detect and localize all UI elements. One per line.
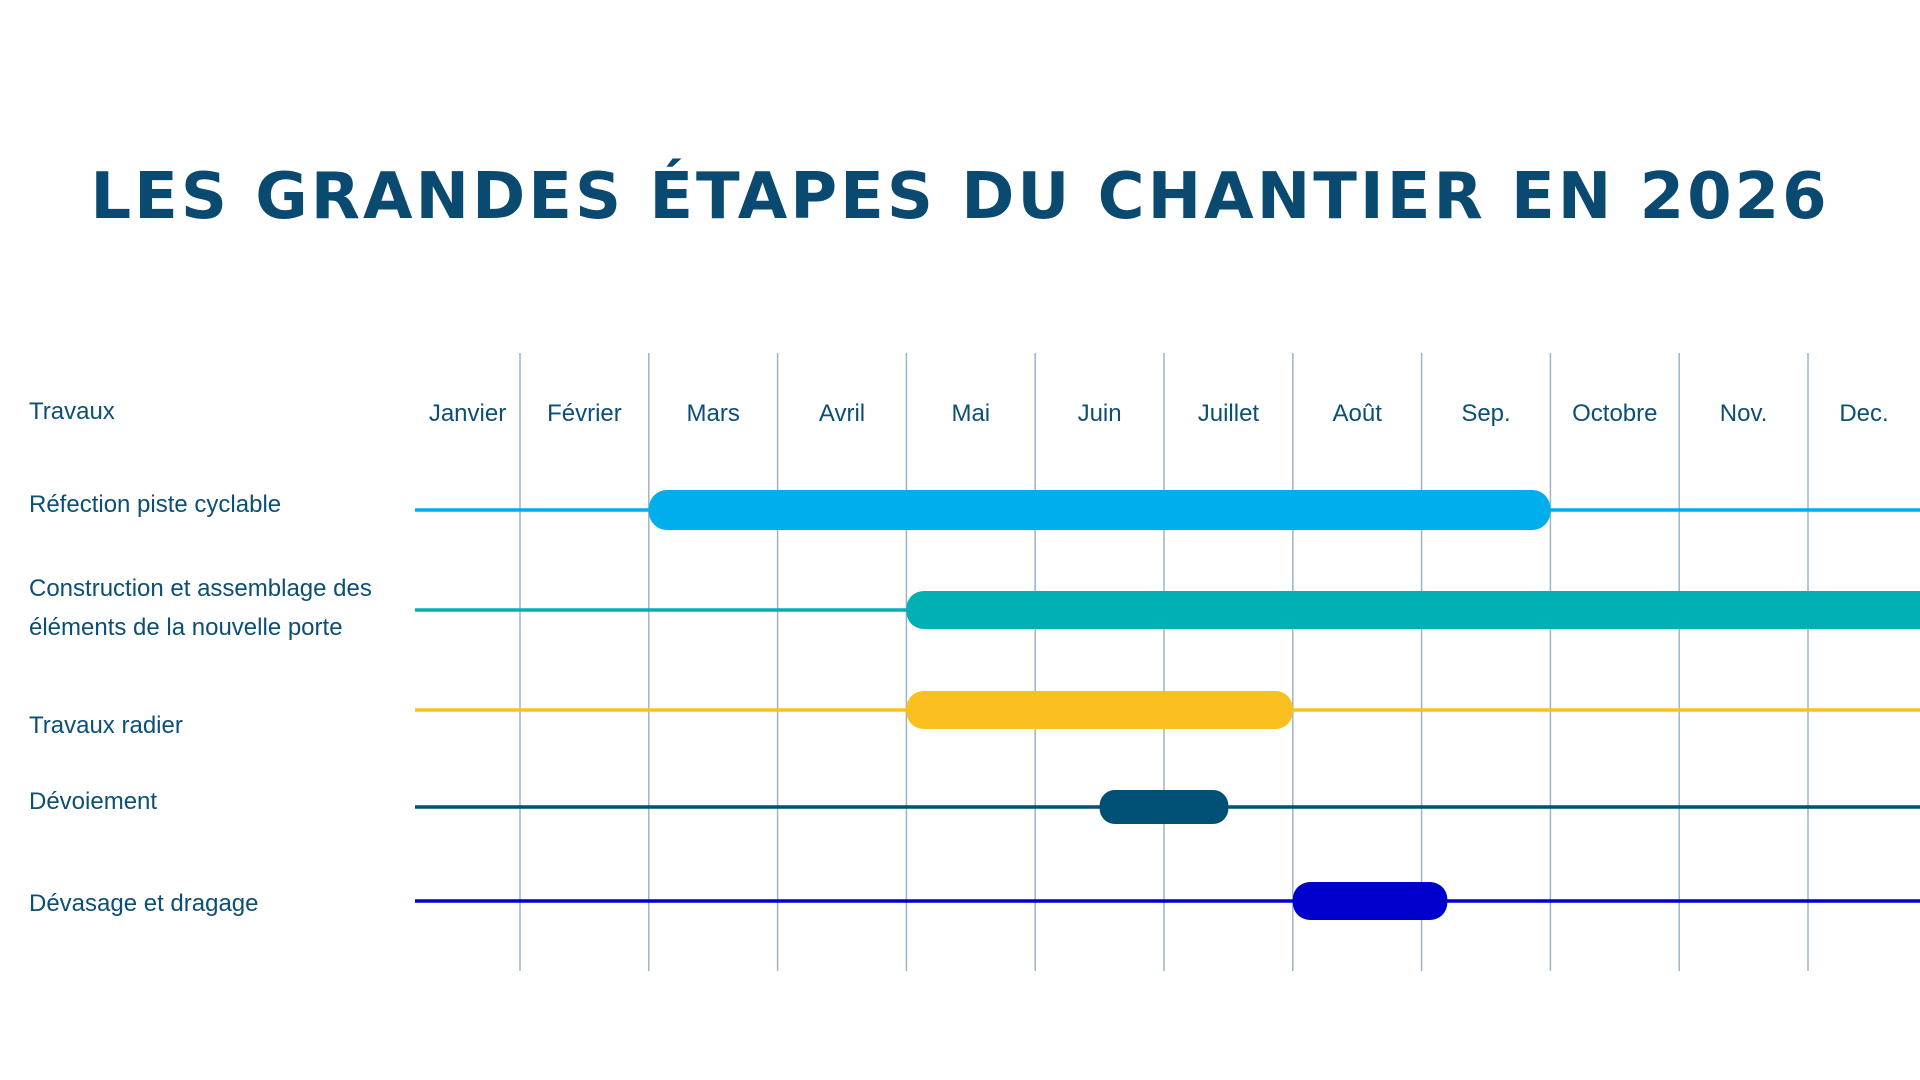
task-bar — [648, 490, 1551, 530]
month-label: Juin — [1078, 400, 1122, 427]
chart-title: Les grandes étapes du chantier en 2026 — [90, 160, 1830, 234]
month-label: Janvier — [429, 400, 506, 427]
task-label: Réfection piste cyclable — [29, 491, 281, 518]
task-label: éléments de la nouvelle porte — [29, 614, 343, 641]
row-header: Travaux — [29, 398, 115, 425]
task-label: Construction et assemblage des — [29, 575, 372, 602]
month-label: Nov. — [1720, 400, 1768, 427]
month-label: Mai — [951, 400, 990, 427]
month-label: Mars — [687, 400, 740, 427]
month-label: Août — [1333, 400, 1383, 427]
task-label: Dévoiement — [29, 788, 157, 815]
task-bar — [1099, 790, 1229, 824]
task-bar — [1292, 882, 1448, 920]
month-label: Octobre — [1572, 400, 1657, 427]
month-label: Sep. — [1461, 400, 1510, 427]
month-label: Février — [547, 400, 622, 427]
month-label: Juillet — [1198, 400, 1260, 427]
month-label: Avril — [819, 400, 865, 427]
task-bar — [906, 691, 1293, 729]
task-label: Dévasage et dragage — [29, 890, 259, 917]
task-label: Travaux radier — [29, 712, 183, 739]
month-label: Dec. — [1839, 400, 1888, 427]
task-bar — [906, 591, 1920, 629]
